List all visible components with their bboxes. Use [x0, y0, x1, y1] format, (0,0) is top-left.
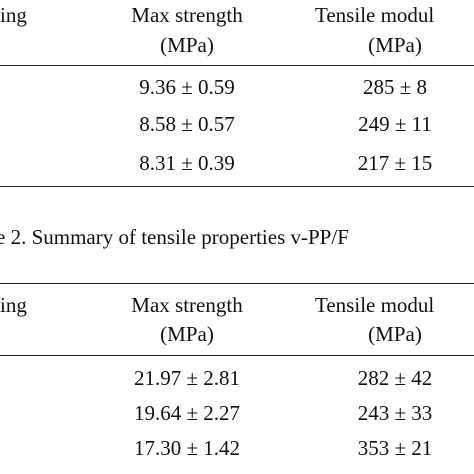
table-cell: 249 ± 11	[358, 112, 432, 136]
header-cell: (MPa)	[368, 322, 422, 346]
table-cell: 8.31 ± 0.39	[139, 151, 235, 175]
header-cell: Tensile modul	[315, 3, 435, 27]
table-rule	[0, 283, 474, 284]
table-cell: 285 ± 8	[362, 75, 428, 99]
table-cell: 17.30 ± 1.42	[133, 436, 241, 460]
header-cell: Max strength	[131, 293, 243, 317]
table-rule	[0, 186, 474, 187]
table-cell: 9.36 ± 0.59	[139, 75, 235, 99]
header-cell: ing	[0, 293, 27, 317]
header-cell: (MPa)	[160, 33, 214, 57]
header-cell: Max strength	[131, 3, 243, 27]
table-cell: 21.97 ± 2.81	[133, 366, 241, 390]
table-cell: 282 ± 42	[357, 366, 433, 390]
table-rule	[0, 65, 474, 66]
header-cell: ing	[0, 3, 27, 27]
table-cell: 19.64 ± 2.27	[133, 401, 241, 425]
table-caption: e 2. Summary of tensile properties v-PP/…	[0, 225, 349, 249]
table-cell: 217 ± 15	[357, 151, 433, 175]
header-cell: (MPa)	[368, 33, 422, 57]
header-cell: (MPa)	[160, 322, 214, 346]
table-cell: 8.58 ± 0.57	[139, 112, 235, 136]
table-rule	[0, 355, 474, 356]
header-cell: Tensile modul	[315, 293, 435, 317]
table-cell: 243 ± 33	[357, 401, 433, 425]
table-cell: 353 ± 21	[357, 436, 433, 460]
